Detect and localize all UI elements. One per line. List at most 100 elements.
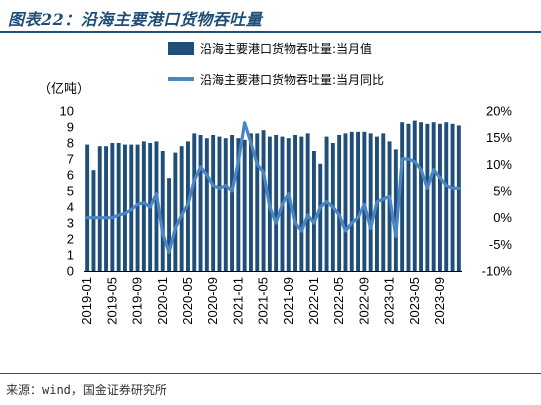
- x-tick-label: 2022-05: [331, 277, 346, 325]
- bar-2023-03: [400, 122, 405, 271]
- bar-2020-06: [192, 133, 197, 271]
- bar-2021-02: [242, 139, 247, 271]
- bar-2023-09: [438, 123, 442, 271]
- chart-legend: 沿海主要港口货物吞吐量:当月值 沿海主要港口货物吞吐量:当月同比: [168, 41, 384, 87]
- bar-2021-03: [249, 133, 253, 271]
- right-tick-label: 10%: [486, 157, 512, 172]
- bar-2019-03: [97, 146, 102, 271]
- x-tick-label: 2020-01: [155, 277, 170, 325]
- bar-2019-09: [135, 144, 140, 271]
- left-tick-label: 5: [67, 184, 74, 199]
- bar-2021-10: [293, 135, 298, 271]
- bar-2021-12: [305, 133, 310, 271]
- left-tick-label: 4: [67, 200, 74, 215]
- bars-layer: [85, 120, 461, 272]
- x-tick-label: 2021-09: [281, 277, 296, 325]
- bar-2019-04: [104, 146, 109, 271]
- bar-2023-04: [406, 123, 411, 271]
- right-tick-label: 0%: [493, 210, 512, 225]
- x-tick-label: 2019-09: [130, 277, 145, 325]
- bar-2022-07: [349, 131, 354, 271]
- bar-2020-12: [230, 135, 235, 271]
- bar-2020-10: [217, 136, 222, 271]
- bar-2019-01: [85, 144, 90, 271]
- x-tick-label: 2020-05: [180, 277, 195, 325]
- bar-2022-12: [381, 133, 386, 271]
- x-tick-label: 2019-01: [79, 277, 94, 325]
- bar-2023-12: [456, 125, 461, 272]
- bar-2022-06: [343, 133, 348, 271]
- title-divider: [0, 31, 541, 33]
- bar-2022-09: [362, 131, 367, 271]
- left-tick-label: 7: [67, 152, 74, 167]
- bar-2022-05: [337, 135, 342, 271]
- legend-bar-label: 沿海主要港口货物吞吐量:当月值: [200, 41, 372, 56]
- bar-2019-07: [123, 144, 127, 271]
- bar-2019-10: [141, 141, 146, 271]
- bar-2023-11: [450, 123, 455, 271]
- bar-2022-10: [368, 133, 373, 271]
- right-tick-label: 5%: [493, 184, 512, 199]
- chart: 沿海主要港口货物吞吐量:当月值 沿海主要港口货物吞吐量:当月同比 （亿吨） 01…: [38, 41, 513, 325]
- left-tick-label: 3: [67, 216, 74, 231]
- x-tick-label: 2021-05: [256, 277, 271, 325]
- bar-2020-07: [198, 135, 203, 271]
- bar-2020-09: [211, 135, 216, 271]
- bar-2021-01: [236, 138, 241, 271]
- source-note: 来源：wind，国金证券研究所: [6, 383, 167, 397]
- x-axis: 2019-01 2019-05 2019-09 2020-01 2020-05 2020-…: [79, 271, 462, 325]
- left-tick-label: 10: [60, 104, 74, 119]
- x-tick-label: 2020-09: [205, 277, 220, 325]
- right-tick-label: -10%: [482, 264, 513, 279]
- bar-2021-05: [261, 130, 266, 271]
- bar-2022-02: [318, 163, 323, 271]
- bar-2020-11: [223, 138, 228, 271]
- bar-2020-08: [204, 138, 209, 271]
- x-tick-label: 2021-01: [230, 277, 245, 325]
- bar-2022-01: [312, 151, 316, 271]
- bar-2022-08: [356, 131, 361, 271]
- figure-title: 图表22：沿海主要港口货物吞吐量: [8, 10, 263, 29]
- x-tick-label: 2023-01: [382, 277, 397, 325]
- yoy-line: [85, 121, 461, 254]
- legend-line-label: 沿海主要港口货物吞吐量:当月同比: [200, 72, 384, 87]
- bar-2020-02: [167, 178, 172, 271]
- bar-2023-07: [425, 123, 430, 271]
- right-tick-label: -5%: [489, 237, 513, 252]
- bar-2019-12: [154, 141, 159, 271]
- bar-2021-07: [274, 135, 279, 271]
- legend-bar-swatch: [168, 42, 194, 55]
- bar-2021-11: [299, 136, 304, 271]
- left-tick-label: 2: [67, 232, 74, 247]
- x-tick-label: 2022-09: [356, 277, 371, 325]
- bar-2019-05: [110, 143, 115, 271]
- bar-2023-06: [419, 122, 424, 271]
- bar-2023-02: [393, 149, 398, 271]
- bar-2023-10: [444, 122, 449, 271]
- bar-2020-04: [179, 146, 184, 271]
- bar-2019-06: [116, 143, 121, 271]
- x-tick-label: 2023-09: [432, 277, 447, 325]
- bar-2019-02: [91, 170, 96, 271]
- bar-2021-09: [286, 138, 291, 271]
- left-axis-unit: （亿吨）: [38, 82, 90, 97]
- right-tick-label: 20%: [486, 104, 512, 119]
- left-tick-label: 1: [67, 248, 74, 263]
- left-tick-label: 6: [67, 168, 74, 183]
- x-tick-label: 2023-05: [407, 277, 422, 325]
- bar-2020-03: [173, 152, 178, 271]
- x-tick-label: 2019-05: [104, 277, 119, 325]
- footer-divider: [0, 373, 541, 374]
- bar-2023-05: [412, 120, 417, 271]
- left-tick-label: 8: [67, 136, 74, 151]
- bar-2023-08: [431, 122, 436, 271]
- left-tick-label: 9: [67, 120, 74, 135]
- bar-2020-01: [160, 151, 165, 271]
- right-tick-label: 15%: [486, 130, 512, 145]
- left-tick-label: 0: [67, 264, 74, 279]
- x-tick-label: 2022-01: [306, 277, 321, 325]
- right-axis: -10% -5% 0% 5% 10% 15% 20%: [482, 104, 513, 279]
- line-layer: [85, 121, 461, 254]
- bar-2021-04: [255, 133, 260, 271]
